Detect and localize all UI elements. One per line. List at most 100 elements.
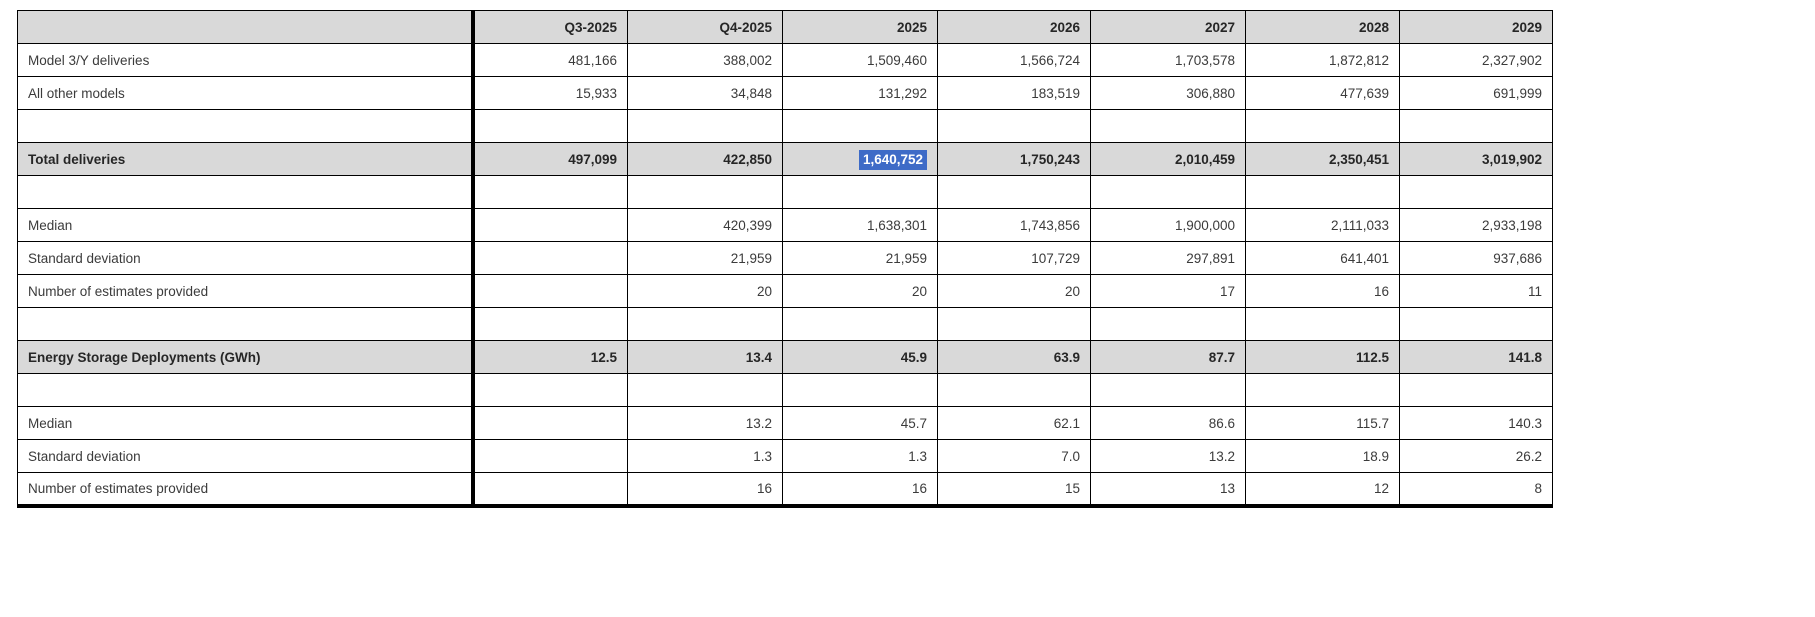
table-cell: 34,848 (627, 76, 783, 110)
table-cell: 388,002 (627, 43, 783, 77)
table-cell: 3,019,902 (1399, 142, 1553, 176)
table-cell: 1,750,243 (937, 142, 1091, 176)
table-cell (627, 109, 783, 143)
table-cell: 13.4 (627, 340, 783, 374)
table-cell: 15,933 (470, 76, 628, 110)
table-cell (470, 109, 628, 143)
row-label-header (17, 10, 473, 44)
table-cell: 2,350,451 (1245, 142, 1400, 176)
column-header: Q3-2025 (470, 10, 628, 44)
table-cell: 112.5 (1245, 340, 1400, 374)
table-cell: 115.7 (1245, 406, 1400, 440)
table-cell: 12 (1245, 472, 1400, 506)
table-cell (627, 175, 783, 209)
table-cell: 8 (1399, 472, 1553, 506)
table-cell (470, 307, 628, 341)
spacer-row (17, 307, 1553, 341)
spacer-row (17, 109, 1553, 143)
table-cell (782, 109, 938, 143)
table-cell: 7.0 (937, 439, 1091, 473)
table-cell: 20 (782, 274, 938, 308)
table-cell (937, 373, 1091, 407)
table-cell: 1,638,301 (782, 208, 938, 242)
table-cell: 691,999 (1399, 76, 1553, 110)
section-row: Energy Storage Deployments (GWh) 12.5 13.4… (17, 340, 1553, 374)
row-label: Standard deviation (17, 439, 473, 473)
table-cell (1399, 373, 1553, 407)
table-cell (782, 307, 938, 341)
row-label: Number of estimates provided (17, 472, 473, 506)
table-header: Q3-2025 Q4-2025 2025 2026 2027 2028 2029 (17, 10, 1553, 44)
table-row: Number of estimates provided 20 20 20 17 16 11 (17, 274, 1553, 308)
table-cell: 1.3 (627, 439, 783, 473)
table-cell (470, 241, 628, 275)
column-header: 2027 (1090, 10, 1246, 44)
table-cell: 2,111,033 (1245, 208, 1400, 242)
table-cell: 16 (1245, 274, 1400, 308)
table-cell: 1,900,000 (1090, 208, 1246, 242)
estimates-table: Q3-2025 Q4-2025 2025 2026 2027 2028 2029 Model… (17, 10, 1553, 508)
table-cell: 306,880 (1090, 76, 1246, 110)
table-cell: 1,872,812 (1245, 43, 1400, 77)
table-cell: 422,850 (627, 142, 783, 176)
row-label: Model 3/Y deliveries (17, 43, 473, 77)
table-row: Median 13.2 45.7 62.1 86.6 115.7 140.3 (17, 406, 1553, 440)
table-cell (627, 373, 783, 407)
table-cell (937, 307, 1091, 341)
section-row: Total deliveries 497,099 422,850 1,640,752 1… (17, 142, 1553, 176)
table-cell: 297,891 (1090, 241, 1246, 275)
table-cell: 11 (1399, 274, 1553, 308)
table-cell: 420,399 (627, 208, 783, 242)
table-cell: 13 (1090, 472, 1246, 506)
table-cell: 86.6 (1090, 406, 1246, 440)
table-cell: 1.3 (782, 439, 938, 473)
table-cell (1399, 175, 1553, 209)
row-label (17, 109, 473, 143)
table-row: Standard deviation 1.3 1.3 7.0 13.2 18.9 26.2 (17, 439, 1553, 473)
column-header: Q4-2025 (627, 10, 783, 44)
table-cell (470, 439, 628, 473)
table-cell (1090, 307, 1246, 341)
table-cell (470, 208, 628, 242)
table-cell: 477,639 (1245, 76, 1400, 110)
table-cell (937, 175, 1091, 209)
table-cell: 497,099 (470, 142, 628, 176)
table-cell: 20 (937, 274, 1091, 308)
table-cell: 21,959 (782, 241, 938, 275)
table-cell: 63.9 (937, 340, 1091, 374)
table-cell (1399, 307, 1553, 341)
table-cell: 1,743,856 (937, 208, 1091, 242)
table-row: All other models 15,933 34,848 131,292 183,5… (17, 76, 1553, 110)
table-cell: 2,327,902 (1399, 43, 1553, 77)
table-cell: 45.9 (782, 340, 938, 374)
table-cell: 140.3 (1399, 406, 1553, 440)
table-cell: 15 (937, 472, 1091, 506)
table-cell (1245, 373, 1400, 407)
table-cell: 107,729 (937, 241, 1091, 275)
table-cell (470, 175, 628, 209)
table-cell: 141.8 (1399, 340, 1553, 374)
table-cell (627, 307, 783, 341)
table-cell: 641,401 (1245, 241, 1400, 275)
table-cell (1090, 109, 1246, 143)
spacer-row (17, 373, 1553, 407)
table-cell: 1,640,752 (782, 142, 938, 176)
row-label: Median (17, 208, 473, 242)
column-header: 2028 (1245, 10, 1400, 44)
table-cell: 16 (782, 472, 938, 506)
column-header: 2025 (782, 10, 938, 44)
table-cell: 183,519 (937, 76, 1091, 110)
estimates-table-container: Q3-2025 Q4-2025 2025 2026 2027 2028 2029 Model… (17, 10, 1553, 508)
table-cell: 1,566,724 (937, 43, 1091, 77)
table-cell: 13.2 (627, 406, 783, 440)
table-cell (937, 109, 1091, 143)
table-cell: 131,292 (782, 76, 938, 110)
table-cell (470, 406, 628, 440)
table-cell (782, 373, 938, 407)
table-cell: 21,959 (627, 241, 783, 275)
table-cell: 26.2 (1399, 439, 1553, 473)
selected-cell-value[interactable]: 1,640,752 (858, 149, 927, 170)
table-cell: 1,703,578 (1090, 43, 1246, 77)
spacer-row (17, 175, 1553, 209)
table-cell (470, 472, 628, 506)
